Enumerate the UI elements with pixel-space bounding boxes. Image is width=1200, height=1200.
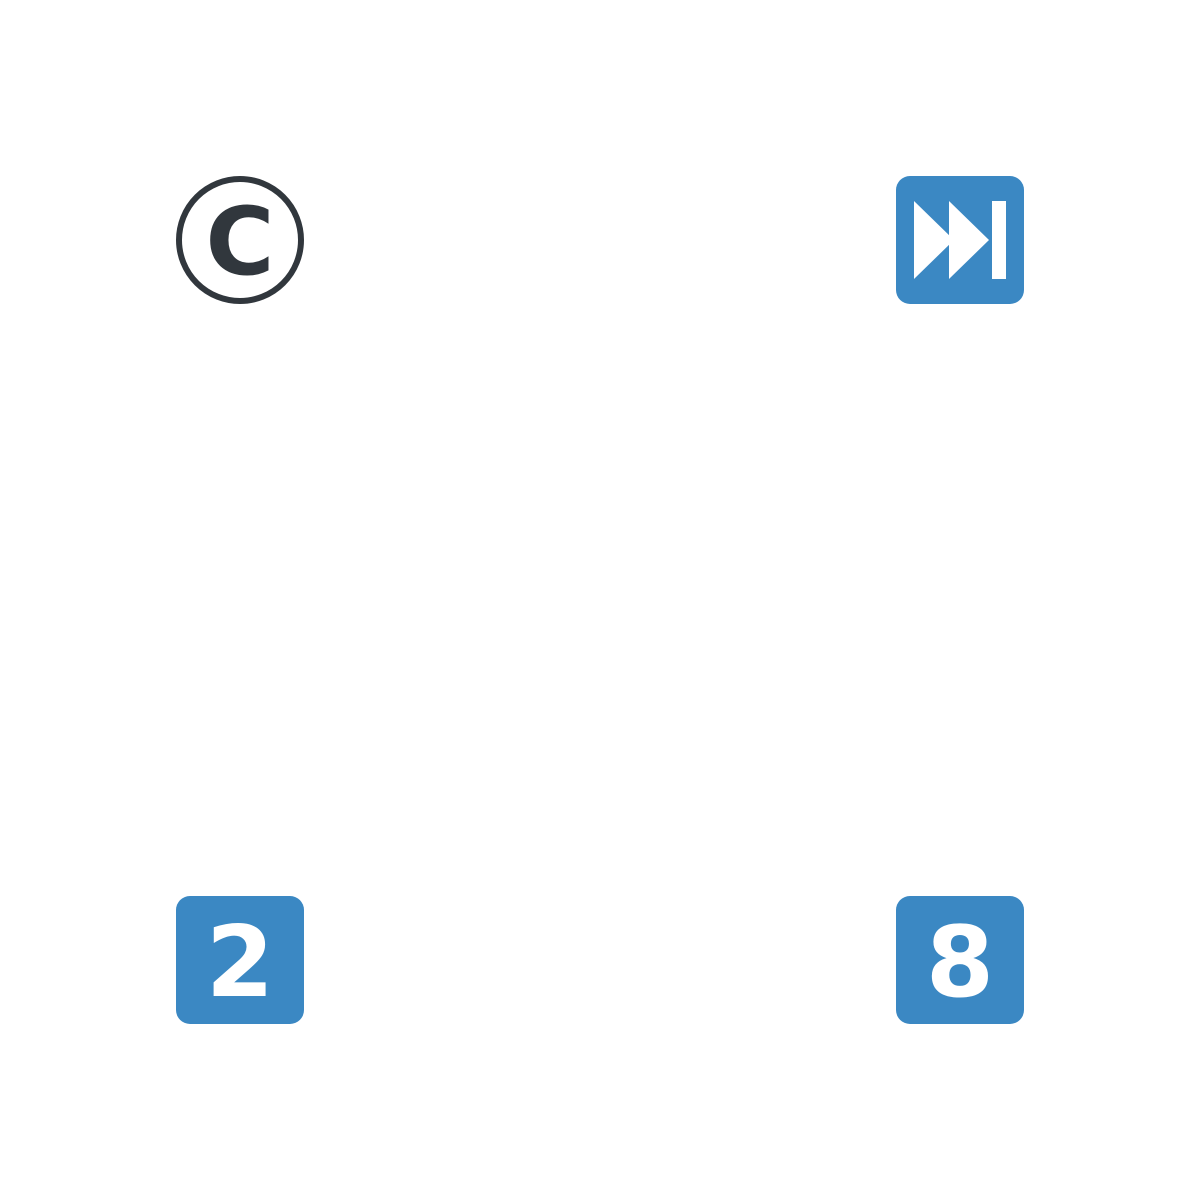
next-track-icon: [896, 176, 1024, 304]
copyright-glyph: C: [206, 188, 275, 297]
keycap-8-label: 8: [926, 906, 994, 1020]
keycap-8-icon: 8: [896, 896, 1024, 1024]
keycap-2-label: 2: [206, 906, 274, 1020]
keycap-2-icon: 2: [176, 896, 304, 1024]
copyright-icon: C: [176, 176, 304, 304]
